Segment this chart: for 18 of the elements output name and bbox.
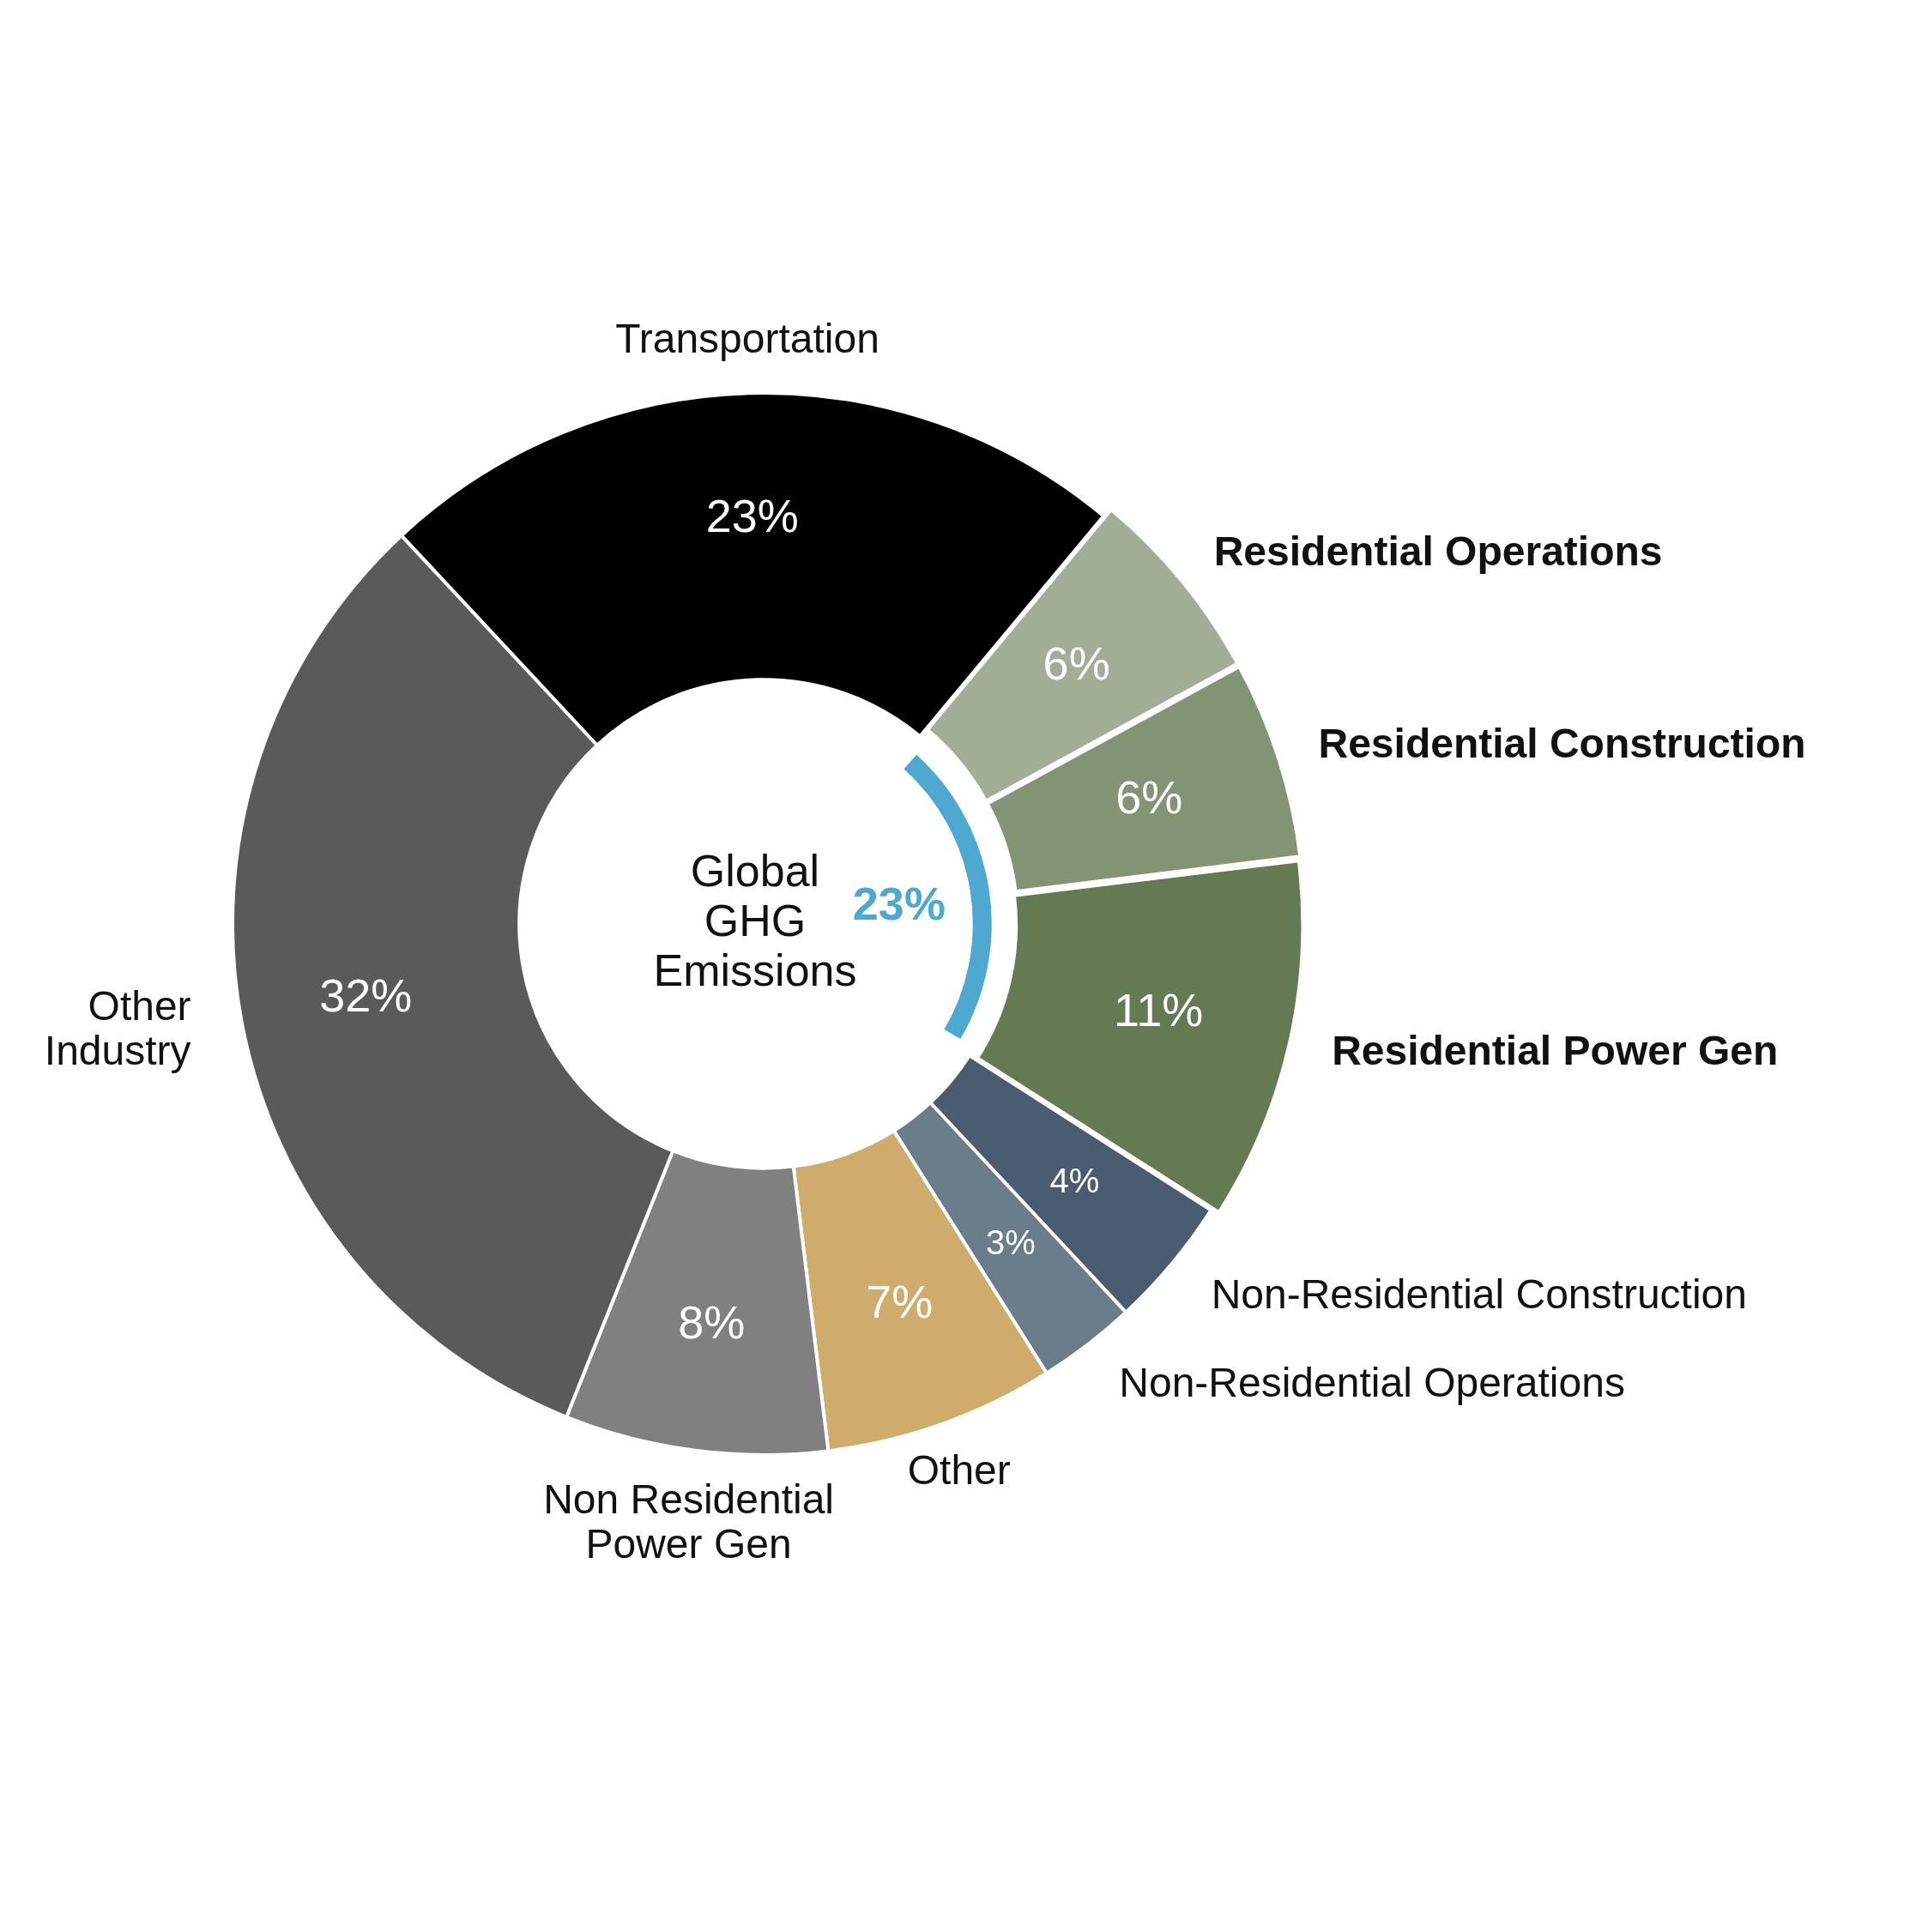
data-label: 6% xyxy=(1115,770,1183,823)
data-label: 3% xyxy=(986,1223,1036,1261)
slice-label: Non Residential Power Gen xyxy=(543,1476,834,1567)
slice-label: Other Industry xyxy=(44,983,191,1074)
slice-label: Non-Residential Construction xyxy=(1211,1271,1747,1317)
data-label: 8% xyxy=(678,1295,746,1348)
slice-label: Transportation xyxy=(615,316,879,362)
data-label: 32% xyxy=(319,969,413,1021)
slice-label: Non-Residential Operations xyxy=(1119,1360,1625,1406)
slice-label: Other xyxy=(907,1446,1011,1493)
data-label: 4% xyxy=(1049,1162,1100,1200)
data-label: 7% xyxy=(866,1276,934,1328)
data-label: 11% xyxy=(1114,984,1204,1036)
data-label: 6% xyxy=(1043,637,1110,690)
slice-label: Residential Construction xyxy=(1318,720,1806,766)
slice-label: Residential Operations xyxy=(1213,528,1663,575)
slice-label: Residential Power Gen xyxy=(1332,1027,1779,1073)
data-label: 23% xyxy=(705,490,799,542)
